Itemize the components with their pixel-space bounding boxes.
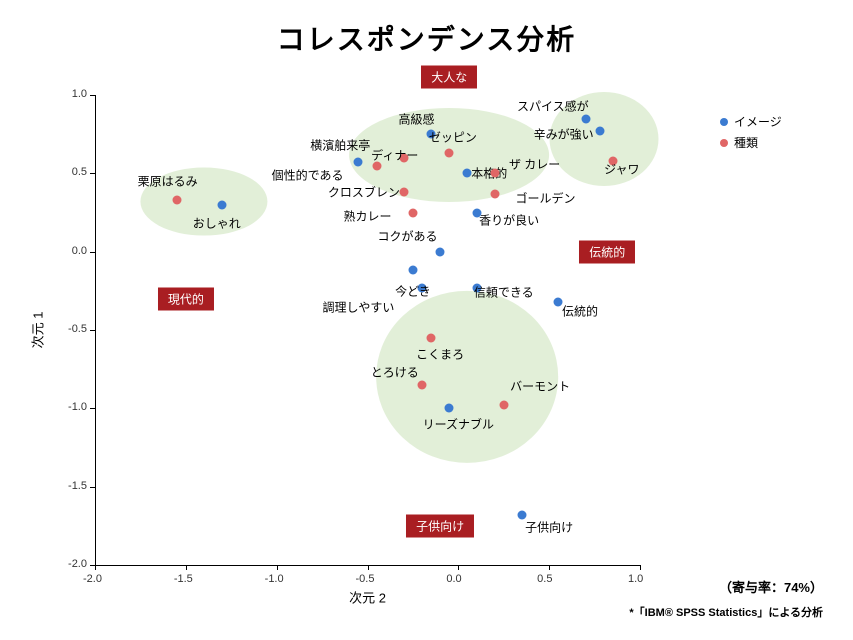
point-label: バーモント <box>510 378 570 395</box>
point-label: ジャワ <box>604 160 639 177</box>
point-label: 高級感 <box>399 110 435 127</box>
quadrant-badge: 伝統的 <box>579 240 635 263</box>
point-image <box>408 266 417 275</box>
x-tick-label: -1.5 <box>174 573 193 585</box>
x-tick-label: -2.0 <box>83 573 102 585</box>
y-tick-label: -2.0 <box>57 558 87 570</box>
y-tick <box>90 252 95 253</box>
y-tick-label: -1.0 <box>57 401 87 413</box>
legend-dot-icon <box>720 118 728 126</box>
x-tick-label: 0.5 <box>537 573 552 585</box>
source-note: *「IBM® SPSS Statistics」による分析 <box>629 604 823 620</box>
x-tick-label: 0.0 <box>446 573 461 585</box>
point-label: 個性的である <box>272 166 344 183</box>
y-axis-title: 次元 1 <box>28 312 47 349</box>
point-label: 伝統的 <box>562 303 598 320</box>
legend: イメージ種類 <box>720 113 782 155</box>
x-axis-title: 次元 2 <box>349 588 386 607</box>
point-label: ディナー <box>371 146 418 163</box>
x-tick-label: -1.0 <box>265 573 284 585</box>
point-image <box>354 158 363 167</box>
point-type <box>399 188 408 197</box>
point-type <box>445 148 454 157</box>
point-label: スパイス感が <box>517 97 589 114</box>
point-type <box>490 189 499 198</box>
contribution-note: （寄与率：74%） <box>719 577 823 596</box>
y-tick <box>90 330 95 331</box>
point-type <box>490 169 499 178</box>
x-tick <box>640 565 641 570</box>
x-tick <box>549 565 550 570</box>
point-type <box>427 333 436 342</box>
point-label: 今どき <box>395 282 431 299</box>
y-tick <box>90 408 95 409</box>
y-tick <box>90 95 95 96</box>
quadrant-badge: 現代的 <box>158 287 214 310</box>
point-label: 子供向け <box>525 519 573 536</box>
point-type <box>172 195 181 204</box>
x-tick <box>277 565 278 570</box>
y-tick-label: 0.5 <box>57 166 87 178</box>
point-image <box>445 404 454 413</box>
x-tick <box>95 565 96 570</box>
point-label: 栗原はるみ <box>138 173 198 190</box>
point-label: 香りが良い <box>479 212 539 229</box>
point-label: 横濱舶来亭 <box>310 137 370 154</box>
chart-title: コレスポンデンス分析 <box>0 18 853 58</box>
legend-dot-icon <box>720 139 728 147</box>
scatter-plot: -2.0-1.5-1.0-0.50.00.51.0-2.0-1.5-1.0-0.… <box>95 95 640 565</box>
y-tick-label: -0.5 <box>57 323 87 335</box>
legend-label: イメージ <box>734 113 782 130</box>
point-label: こくまろ <box>416 345 464 362</box>
point-label: コクがある <box>377 228 437 245</box>
point-label: 信頼できる <box>474 284 534 301</box>
point-label: 辛みが強い <box>534 126 594 143</box>
legend-item: イメージ <box>720 113 782 130</box>
point-image <box>596 127 605 136</box>
x-tick <box>458 565 459 570</box>
x-tick-label: 1.0 <box>628 573 643 585</box>
point-label: クロスブレン <box>328 184 400 201</box>
point-image <box>581 114 590 123</box>
quadrant-badge: 子供向け <box>406 514 474 537</box>
x-tick <box>368 565 369 570</box>
page: コレスポンデンス分析 -2.0-1.5-1.0-0.50.00.51.0-2.0… <box>0 0 853 640</box>
point-label: 調理しやすい <box>322 298 394 315</box>
y-tick-label: 0.0 <box>57 245 87 257</box>
y-tick-label: 1.0 <box>57 88 87 100</box>
legend-label: 種類 <box>734 134 758 151</box>
y-axis <box>95 95 96 565</box>
point-label: リーズナブル <box>423 416 494 433</box>
y-tick <box>90 487 95 488</box>
point-label: おしゃれ <box>193 215 241 232</box>
x-tick <box>186 565 187 570</box>
point-label: とろける <box>371 364 419 381</box>
legend-item: 種類 <box>720 134 782 151</box>
y-tick-label: -1.5 <box>57 480 87 492</box>
point-label: ゴールデン <box>516 190 576 207</box>
point-type <box>499 401 508 410</box>
point-type <box>418 380 427 389</box>
point-type <box>408 208 417 217</box>
point-image <box>436 247 445 256</box>
quadrant-badge: 大人な <box>421 66 477 89</box>
point-label: 熟カレー <box>343 207 391 224</box>
x-tick-label: -0.5 <box>356 573 375 585</box>
point-label: ザ カレー <box>509 155 560 172</box>
point-image <box>218 200 227 209</box>
point-label: ゼッピン <box>429 129 477 146</box>
y-tick <box>90 173 95 174</box>
